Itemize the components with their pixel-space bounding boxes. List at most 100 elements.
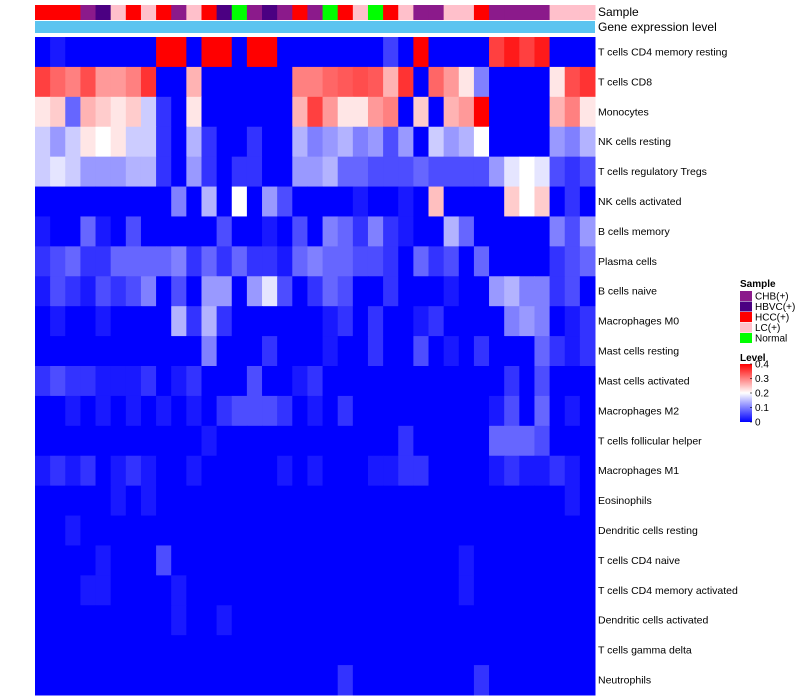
heatmap-cell xyxy=(110,366,127,397)
heatmap-cell xyxy=(337,156,354,188)
heatmap-cell xyxy=(504,246,520,277)
heatmap-cell xyxy=(549,216,566,247)
heatmap-cell xyxy=(110,37,127,68)
heatmap-cell xyxy=(171,336,187,367)
heatmap-cell xyxy=(307,485,324,517)
heatmap-cell xyxy=(246,605,263,636)
heatmap-cell xyxy=(534,366,551,397)
heatmap-cell xyxy=(398,545,414,576)
heatmap-cell xyxy=(519,515,535,546)
sample-legend-swatch xyxy=(740,322,752,333)
heatmap-cell xyxy=(352,515,369,546)
expression-annotation-bar xyxy=(35,21,595,33)
heatmap-cell xyxy=(171,455,187,487)
heatmap-cell xyxy=(564,156,581,188)
heatmap-cell xyxy=(307,635,324,666)
heatmap-cell xyxy=(216,605,233,636)
heatmap-cell xyxy=(549,665,566,696)
heatmap-cell xyxy=(534,635,551,666)
heatmap-cell xyxy=(383,37,399,68)
heatmap-cell xyxy=(443,96,460,128)
heatmap-cell xyxy=(292,575,308,606)
sample-annotation-cell xyxy=(95,5,112,20)
heatmap-cell xyxy=(398,186,414,217)
heatmap-cell xyxy=(246,635,263,666)
heatmap-cell xyxy=(35,156,51,188)
sample-annotation-cell xyxy=(65,5,81,20)
heatmap-cell xyxy=(534,665,551,696)
heatmap-cell xyxy=(140,276,157,307)
heatmap-cell xyxy=(519,37,535,68)
heatmap-cell xyxy=(534,186,551,217)
heatmap-cell xyxy=(564,306,581,337)
heatmap-cell xyxy=(110,96,127,128)
heatmap-cell xyxy=(186,575,202,606)
heatmap-cell xyxy=(322,485,339,517)
heatmap-cell xyxy=(352,425,369,457)
sample-annotation-cell xyxy=(367,5,384,20)
heatmap-cell xyxy=(352,545,369,576)
heatmap-cell xyxy=(337,306,354,337)
heatmap-cell xyxy=(262,575,278,606)
heatmap-cell xyxy=(186,455,202,487)
heatmap-cell xyxy=(413,605,430,636)
heatmap-cell xyxy=(95,366,112,397)
heatmap-cell xyxy=(80,455,97,487)
heatmap-cell xyxy=(564,455,581,487)
heatmap-cell xyxy=(337,96,354,128)
heatmap-cell xyxy=(140,246,157,277)
heatmap-cell xyxy=(186,216,202,247)
heatmap-cell xyxy=(156,246,172,277)
heatmap-cell xyxy=(504,66,520,98)
heatmap-cell xyxy=(216,306,233,337)
heatmap-cell xyxy=(201,96,218,128)
heatmap-cell xyxy=(564,545,581,576)
heatmap-cell xyxy=(489,395,505,427)
heatmap-cell xyxy=(65,96,81,128)
heatmap-cell xyxy=(428,186,445,217)
heatmap-cell xyxy=(201,156,218,188)
heatmap-cell xyxy=(277,545,293,576)
level-legend-title: Level xyxy=(740,353,766,364)
heatmap-cell xyxy=(231,366,248,397)
sample-legend-swatch xyxy=(740,333,752,343)
heatmap-cell xyxy=(398,156,414,188)
heatmap-cell xyxy=(140,395,157,427)
heatmap-cell xyxy=(473,37,490,68)
heatmap-cell xyxy=(519,276,535,307)
heatmap-cell xyxy=(216,66,233,98)
heatmap-cell xyxy=(125,635,142,666)
heatmap-cell xyxy=(458,395,475,427)
heatmap-cell xyxy=(110,485,127,517)
heatmap-cell xyxy=(458,425,475,457)
heatmap-cell xyxy=(277,156,293,188)
heatmap-cell xyxy=(231,425,248,457)
heatmap-cell xyxy=(322,665,339,696)
sample-annotation-cell xyxy=(428,5,445,20)
heatmap-cell xyxy=(579,455,596,487)
heatmap-cell xyxy=(398,425,414,457)
heatmap-cell xyxy=(383,575,399,606)
heatmap-cell xyxy=(246,575,263,606)
row-label: B cells naive xyxy=(598,286,657,298)
heatmap-cell xyxy=(110,575,127,606)
heatmap-cell xyxy=(307,425,324,457)
heatmap-cell xyxy=(65,276,81,307)
heatmap-cell xyxy=(292,246,308,277)
heatmap-cell xyxy=(428,276,445,307)
heatmap-cell xyxy=(579,425,596,457)
heatmap-cell xyxy=(95,126,112,158)
sample-annotation-cell xyxy=(564,5,581,20)
row-label: Mast cells activated xyxy=(598,375,690,387)
heatmap-cell xyxy=(307,575,324,606)
heatmap-cell xyxy=(413,665,430,696)
heatmap-cell xyxy=(35,126,51,158)
heatmap-cell xyxy=(262,455,278,487)
heatmap-cell xyxy=(80,605,97,636)
heatmap-cell xyxy=(322,186,339,217)
heatmap-cell xyxy=(579,635,596,666)
heatmap-cell xyxy=(35,515,51,546)
heatmap-cell xyxy=(35,246,51,277)
heatmap-cell xyxy=(216,37,233,68)
heatmap-cell xyxy=(65,126,81,158)
